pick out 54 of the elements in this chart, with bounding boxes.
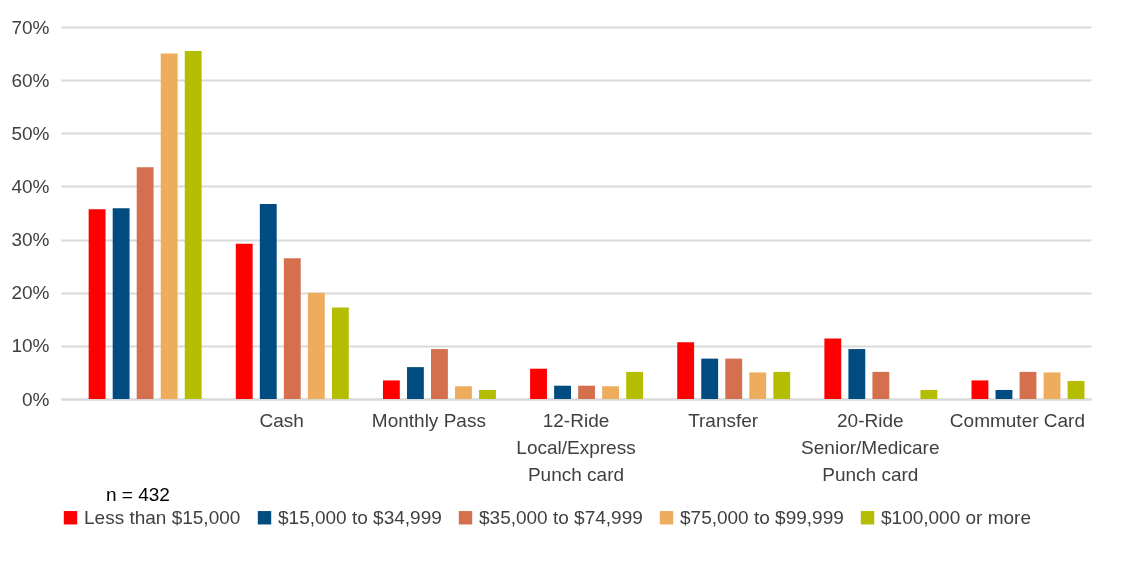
x-tick-label: 20-Ride Senior/Medicare Punch card [801, 409, 940, 485]
bar [554, 385, 571, 399]
bar [160, 53, 178, 399]
bar [431, 349, 448, 399]
x-tick-label: Commuter Card [949, 409, 1086, 431]
bar [725, 358, 743, 399]
bar [1067, 380, 1085, 399]
bar [578, 385, 595, 399]
bar [331, 307, 349, 399]
bar [184, 50, 202, 399]
legend-label: $35,000 to $74,999 [479, 506, 643, 528]
y-tick-label: 70% [11, 16, 50, 38]
bar [602, 386, 620, 399]
x-tick-label: Monthly Pass [371, 409, 486, 431]
y-tick-label: 50% [11, 122, 50, 144]
text: n = 432 [106, 484, 170, 506]
bar [136, 167, 154, 399]
bar [88, 209, 106, 399]
legend-label: Less than $15,000 [84, 506, 241, 528]
bar [455, 386, 472, 399]
x-tick-label: 12-Ride Local/Express Punch card [516, 409, 636, 485]
legend-label: $100,000 or more [881, 506, 1031, 528]
bar [824, 338, 842, 399]
legend-label: $75,000 to $99,999 [680, 506, 844, 528]
bar [382, 380, 400, 399]
bar [872, 371, 890, 399]
bar [626, 371, 644, 399]
bar [307, 292, 325, 399]
x-tick-label: Transfer [688, 409, 759, 431]
bar [406, 367, 424, 399]
bar [530, 368, 547, 399]
bar [773, 371, 791, 399]
y-tick-label: 30% [11, 229, 50, 251]
bar [701, 358, 719, 399]
y-tick-label: 20% [11, 282, 50, 304]
x-tick-label: Cash [259, 409, 304, 431]
legend-label: $15,000 to $34,999 [278, 506, 442, 528]
bar [749, 372, 767, 399]
y-tick-label: 10% [11, 335, 50, 357]
bar [848, 349, 866, 399]
bar [235, 243, 253, 399]
bar [1043, 372, 1061, 399]
y-tick-label: 60% [11, 69, 50, 91]
bar [677, 342, 695, 399]
bar [479, 389, 496, 399]
bar [283, 258, 301, 399]
y-tick-label: 40% [11, 175, 50, 197]
y-tick-label: 0% [22, 388, 50, 410]
bar [112, 208, 130, 399]
bar [995, 389, 1013, 399]
bar [259, 203, 277, 399]
bar [971, 380, 989, 399]
bar [920, 389, 938, 399]
bar [1019, 371, 1037, 399]
